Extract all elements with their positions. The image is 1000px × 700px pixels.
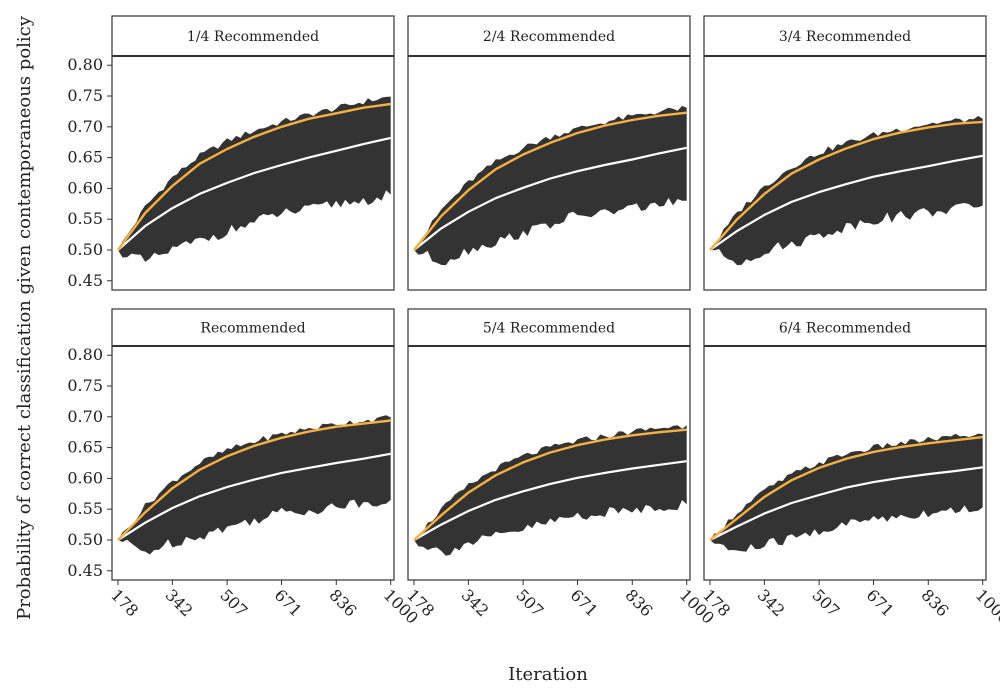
x-tick-label: 671 [271, 585, 306, 620]
series-line-white [413, 146, 687, 251]
panel-3: 3/4 Recommended [703, 15, 987, 291]
y-tick-label: 0.80 [67, 345, 103, 364]
y-tick-label: 0.60 [67, 178, 103, 197]
panel-title: 5/4 Recommended [483, 321, 615, 337]
y-tick-label: 0.70 [67, 117, 103, 136]
panel-1: 1/4 Recommended 0.45 0.50 0.55 0.60 0.65 0.70 0… [67, 15, 395, 291]
panel-border [111, 345, 395, 581]
panel-strip [407, 308, 691, 347]
y-tick-label: 0.45 [67, 561, 103, 580]
panels-group: 1/4 Recommended 0.45 0.50 0.55 0.60 0.65 0.70 0… [67, 15, 1000, 628]
series-line-white [117, 452, 391, 541]
y-tick-label: 0.55 [67, 499, 103, 518]
panel-title: 6/4 Recommended [779, 321, 911, 337]
confidence-band [710, 116, 983, 266]
panel-border [703, 345, 987, 581]
y-tick-label: 0.65 [67, 438, 103, 457]
panel-strip [407, 15, 691, 57]
y-tick-label: 0.60 [67, 468, 103, 487]
panel-strip [703, 15, 987, 57]
series-line-white [709, 154, 983, 251]
x-tick-label: 1000 [972, 585, 1000, 627]
panel-border [407, 345, 691, 581]
series-line-white [709, 466, 983, 541]
panel-title: 2/4 Recommended [483, 29, 615, 45]
y-tick-label: 0.45 [67, 271, 103, 290]
confidence-band [118, 96, 391, 262]
series-line-white [413, 460, 687, 541]
panel-border [111, 55, 395, 291]
series-line-orange [413, 111, 687, 251]
panel-2: 2/4 Recommended [407, 15, 691, 291]
panel-4: Recommended 0.45 0.50 0.55 0.60 0.65 0.70 0.75 0… [67, 308, 422, 628]
confidence-band [710, 433, 983, 552]
y-tick-label: 0.55 [67, 209, 103, 228]
y-tick-label: 0.50 [67, 240, 103, 259]
series-line-orange [413, 428, 687, 541]
x-tick-label: 671 [567, 585, 602, 620]
y-tick-label: 0.70 [67, 407, 103, 426]
x-tick-label: 342 [162, 585, 197, 620]
x-tick-label: 507 [216, 585, 251, 620]
x-tick-label: 507 [808, 585, 843, 620]
confidence-band [414, 425, 687, 556]
series-line-orange [117, 419, 391, 541]
y-tick-label: 0.75 [67, 376, 103, 395]
x-axis-title: Iteration [508, 664, 588, 685]
panel-strip [111, 308, 395, 347]
y-tick-label: 0.80 [67, 55, 103, 74]
confidence-band [414, 105, 687, 266]
series-line-white [117, 136, 391, 251]
panel-title: Recommended [200, 321, 305, 337]
series-line-orange [709, 120, 983, 251]
panel-strip [111, 15, 395, 57]
y-tick-label: 0.75 [67, 86, 103, 105]
x-tick-label: 178 [107, 585, 142, 620]
panel-border [703, 55, 987, 291]
y-tick-label: 0.50 [67, 530, 103, 549]
y-axis-title: Probability of correct classification gi… [14, 15, 35, 620]
x-tick-label: 342 [754, 585, 789, 620]
y-tick-label: 0.65 [67, 148, 103, 167]
panel-strip [703, 308, 987, 347]
x-tick-label: 671 [863, 585, 898, 620]
x-tick-label: 836 [917, 585, 952, 620]
confidence-band [118, 415, 391, 555]
x-tick-label: 836 [621, 585, 656, 620]
x-tick-label: 836 [325, 585, 360, 620]
panel-title: 1/4 Recommended [187, 29, 319, 45]
series-line-orange [709, 435, 983, 541]
x-tick-label: 342 [458, 585, 493, 620]
panel-border [407, 55, 691, 291]
series-line-orange [117, 102, 391, 251]
panel-title: 3/4 Recommended [779, 29, 911, 45]
x-tick-label: 507 [512, 585, 547, 620]
